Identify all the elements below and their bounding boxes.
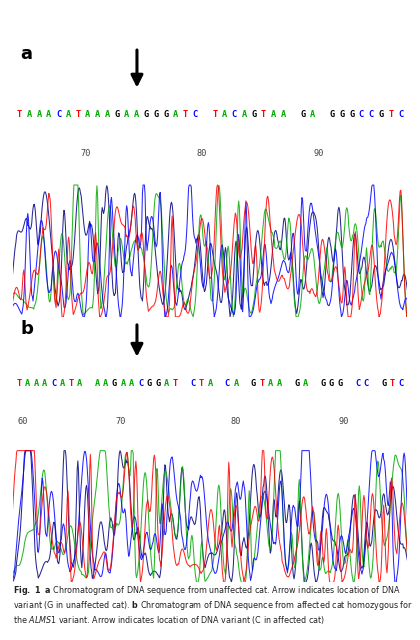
Text: 90: 90	[313, 148, 324, 157]
Text: C: C	[399, 379, 404, 388]
Text: C: C	[359, 110, 364, 119]
Text: T: T	[212, 110, 218, 119]
Text: A: A	[222, 110, 227, 119]
Text: G: G	[112, 379, 117, 388]
Text: A: A	[121, 379, 126, 388]
Text: A: A	[46, 110, 51, 119]
Text: T: T	[390, 379, 395, 388]
Text: A: A	[25, 379, 30, 388]
Text: G: G	[155, 379, 160, 388]
Text: C: C	[369, 110, 374, 119]
Text: T: T	[68, 379, 74, 388]
Text: T: T	[260, 379, 265, 388]
Text: A: A	[26, 110, 32, 119]
Text: 70: 70	[80, 148, 91, 157]
Text: A: A	[310, 110, 315, 119]
Text: T: T	[16, 379, 21, 388]
Text: A: A	[37, 110, 42, 119]
Text: A: A	[124, 110, 129, 119]
Text: T: T	[388, 110, 394, 119]
Text: C: C	[398, 110, 403, 119]
Text: G: G	[163, 110, 169, 119]
Text: T: T	[76, 110, 81, 119]
Text: G: G	[300, 110, 305, 119]
Text: A: A	[129, 379, 134, 388]
Text: A: A	[66, 110, 71, 119]
Text: A: A	[268, 379, 273, 388]
Text: G: G	[294, 379, 299, 388]
Text: T: T	[183, 110, 188, 119]
Text: C: C	[193, 110, 198, 119]
Text: G: G	[349, 110, 354, 119]
Text: T: T	[199, 379, 204, 388]
Text: C: C	[225, 379, 230, 388]
Text: G: G	[329, 379, 334, 388]
Text: A: A	[173, 110, 178, 119]
Text: C: C	[56, 110, 61, 119]
Text: T: T	[173, 379, 178, 388]
Text: T: T	[17, 110, 22, 119]
Text: A: A	[77, 379, 82, 388]
Text: C: C	[232, 110, 237, 119]
Text: 60: 60	[17, 417, 28, 426]
Text: C: C	[190, 379, 195, 388]
Text: b: b	[21, 320, 33, 338]
Text: G: G	[144, 110, 149, 119]
Text: G: G	[338, 379, 343, 388]
Text: 90: 90	[339, 417, 349, 426]
Text: T: T	[261, 110, 266, 119]
Text: G: G	[378, 110, 383, 119]
Text: G: G	[147, 379, 152, 388]
Text: 80: 80	[231, 417, 241, 426]
Text: G: G	[251, 110, 257, 119]
Text: G: G	[115, 110, 120, 119]
Text: C: C	[355, 379, 360, 388]
Text: A: A	[105, 110, 110, 119]
Text: A: A	[85, 110, 90, 119]
Text: A: A	[103, 379, 108, 388]
Text: C: C	[364, 379, 369, 388]
Text: G: G	[320, 379, 326, 388]
Text: A: A	[60, 379, 65, 388]
Text: A: A	[234, 379, 239, 388]
Text: A: A	[42, 379, 47, 388]
Text: 70: 70	[116, 417, 126, 426]
Text: G: G	[251, 379, 256, 388]
Text: G: G	[154, 110, 159, 119]
Text: 80: 80	[197, 148, 207, 157]
Text: a: a	[21, 45, 32, 63]
Text: G: G	[381, 379, 386, 388]
Text: C: C	[51, 379, 56, 388]
Text: A: A	[281, 110, 286, 119]
Text: A: A	[271, 110, 276, 119]
Text: A: A	[207, 379, 213, 388]
Text: A: A	[134, 110, 139, 119]
Text: A: A	[303, 379, 308, 388]
Text: A: A	[95, 110, 100, 119]
Text: A: A	[164, 379, 169, 388]
Text: G: G	[339, 110, 344, 119]
Text: A: A	[94, 379, 100, 388]
Text: $\bf{Fig.\ 1}$  $\bf{a}$ Chromatogram of DNA sequence from unaffected cat. Arrow: $\bf{Fig.\ 1}$ $\bf{a}$ Chromatogram of …	[13, 584, 412, 626]
Text: A: A	[277, 379, 282, 388]
Text: C: C	[138, 379, 143, 388]
Text: A: A	[241, 110, 247, 119]
Text: A: A	[34, 379, 39, 388]
Text: G: G	[330, 110, 335, 119]
